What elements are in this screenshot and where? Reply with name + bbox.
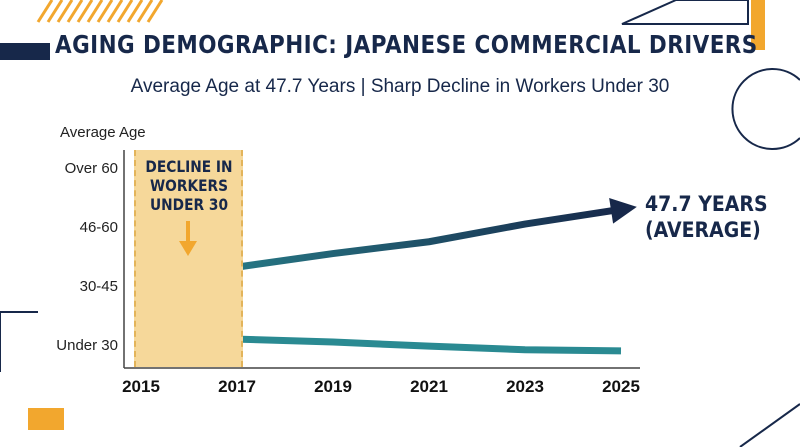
page-title: AGING DEMOGRAPHIC: JAPANESE COMMERCIAL D… [55,30,758,59]
annotation-line: (AVERAGE) [645,218,761,242]
decor-hatch-top-left [36,0,164,23]
decor-triangle-bottom-left [0,311,38,372]
x-tick-label: 2021 [410,377,448,396]
decor-triangle-bottom-right [739,403,800,447]
x-tick-label: 2023 [506,377,544,396]
x-tick-label: 2025 [602,377,640,396]
series-end-annotation: 47.7 YEARS (AVERAGE) [645,191,771,243]
y-tick-label: 46-60 [79,219,118,236]
decor-navy-bar-left [0,43,50,60]
page-subtitle: Average Age at 47.7 Years | Sharp Declin… [130,76,670,97]
y-tick-label: Over 60 [64,160,118,177]
arrowhead-icon [609,197,637,224]
decor-triangle-top-right [621,0,749,25]
decor-orange-rect-bottom-left [28,408,64,430]
highlight-band [134,150,243,367]
y-tick-label: 30-45 [79,278,118,295]
x-tick-label: 2019 [314,377,352,396]
x-tick-label: 2017 [218,377,256,396]
highlight-label-line: WORKERS [149,176,229,195]
y-axis-label: Average Age [60,124,146,141]
decor-circle-right [731,68,800,150]
decor-orange-bar-top-right [751,0,765,50]
y-tick-label: Under 30 [56,337,118,354]
highlight-label-line: DECLINE IN [145,157,233,176]
highlight-label-line: UNDER 30 [149,195,229,214]
annotation-line: 47.7 YEARS [645,192,768,216]
highlight-label: DECLINE IN WORKERS UNDER 30 [142,157,237,214]
x-tick-label: 2015 [122,377,160,396]
